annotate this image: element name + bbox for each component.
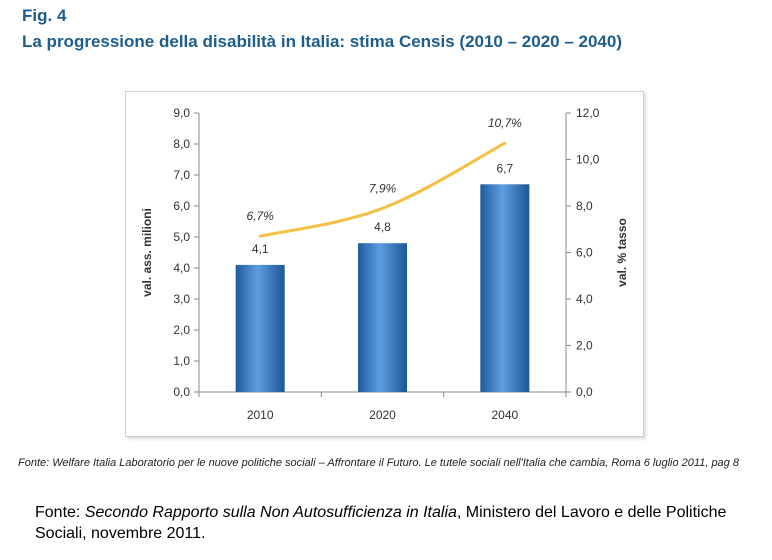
y-tick-label-left: 3,0 — [173, 292, 190, 306]
rate-data-label: 7,9% — [369, 181, 397, 195]
source-note-main: Fonte: Secondo Rapporto sulla Non Autosu… — [35, 502, 735, 544]
y-tick-label-right: 12,0 — [576, 106, 600, 120]
source-suffix: , Ministero del Lavoro e delle Politiche… — [35, 504, 727, 542]
y-axis-title-right: val. % tasso — [615, 218, 629, 287]
x-tick-label: 2020 — [369, 408, 396, 422]
y-tick-label-left: 7,0 — [173, 168, 190, 182]
rate-data-label: 6,7% — [246, 209, 274, 223]
figure-title: La progressione della disabilità in Ital… — [22, 32, 622, 51]
figure-label: Fig. 4 — [22, 6, 67, 25]
x-tick-label: 2040 — [491, 408, 518, 422]
y-tick-label-right: 6,0 — [576, 246, 593, 260]
bar-data-label: 6,7 — [496, 161, 513, 175]
y-tick-label-left: 8,0 — [173, 137, 190, 151]
bar — [235, 264, 285, 392]
y-tick-label-left: 5,0 — [173, 230, 190, 244]
y-tick-label-right: 2,0 — [576, 339, 593, 353]
bar-data-label: 4,8 — [374, 220, 391, 234]
y-tick-label-right: 0,0 — [576, 385, 593, 399]
chart-frame: 0,0 1,0 2,0 3,0 4,0 5,0 6,0 7,0 8,0 9,0 0,0 2,0 4,0 6… — [125, 91, 644, 437]
y-tick-label-left: 0,0 — [173, 385, 190, 399]
y-tick-label-left: 9,0 — [173, 106, 190, 120]
y-tick-label-left: 1,0 — [173, 354, 190, 368]
source-title: Secondo Rapporto sulla Non Autosufficien… — [84, 504, 457, 521]
chart: 0,0 1,0 2,0 3,0 4,0 5,0 6,0 7,0 8,0 9,0 0,0 2,0 4,0 6… — [140, 106, 629, 422]
y-tick-label-right: 8,0 — [576, 199, 593, 213]
bar — [358, 243, 407, 392]
y-axis-title-left: val. ass. milioni — [140, 208, 154, 297]
y-tick-label-left: 6,0 — [173, 199, 190, 213]
x-tick-label: 2010 — [247, 408, 274, 422]
y-tick-label-right: 10,0 — [576, 153, 600, 167]
y-tick-label-right: 4,0 — [576, 292, 593, 306]
source-note-small: Fonte: Welfare Italia Laboratorio per le… — [18, 457, 739, 469]
bar-data-label: 4,1 — [252, 242, 269, 256]
source-prefix: Fonte: — [35, 504, 85, 521]
y-tick-label-left: 4,0 — [173, 261, 190, 275]
rate-data-label: 10,7% — [488, 116, 522, 130]
bar — [480, 184, 530, 392]
y-tick-label-left: 2,0 — [173, 323, 190, 337]
